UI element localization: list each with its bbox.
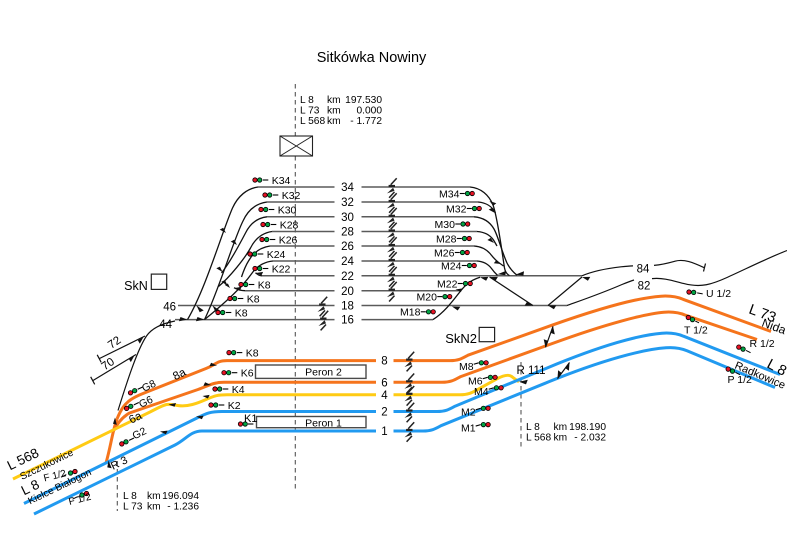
svg-text:L 8: L 8 <box>19 477 42 498</box>
svg-text:F 1/2: F 1/2 <box>43 468 68 484</box>
svg-text:K4: K4 <box>232 384 245 396</box>
svg-text:8a: 8a <box>171 366 188 383</box>
svg-text:R 111: R 111 <box>517 365 546 377</box>
svg-text:M6: M6 <box>468 375 483 387</box>
svg-text:km: km <box>147 501 161 512</box>
svg-text:K2: K2 <box>228 400 241 412</box>
svg-text:M34: M34 <box>439 188 460 200</box>
svg-text:82: 82 <box>638 281 651 293</box>
svg-text:km: km <box>327 105 341 116</box>
svg-text:M2: M2 <box>461 406 476 418</box>
svg-text:24: 24 <box>341 256 354 268</box>
svg-text:L 8: L 8 <box>526 422 540 433</box>
svg-text:2: 2 <box>381 407 387 419</box>
svg-text:SkN: SkN <box>124 279 148 293</box>
svg-text:M30: M30 <box>435 219 456 231</box>
svg-text:197.530: 197.530 <box>345 95 382 106</box>
svg-text:K8: K8 <box>235 307 248 319</box>
svg-text:4: 4 <box>381 390 388 402</box>
svg-text:K34: K34 <box>272 175 291 187</box>
svg-text:28: 28 <box>341 227 354 239</box>
svg-text:K28: K28 <box>280 219 299 231</box>
svg-text:M20: M20 <box>417 291 438 303</box>
svg-text:L 568: L 568 <box>526 432 551 443</box>
svg-text:K24: K24 <box>267 249 286 261</box>
svg-text:- 1.772: - 1.772 <box>350 116 382 127</box>
svg-text:46: 46 <box>163 301 176 313</box>
svg-text:km: km <box>554 432 568 443</box>
svg-text:km: km <box>554 422 568 433</box>
svg-text:M32: M32 <box>446 203 467 215</box>
svg-text:0.000: 0.000 <box>357 105 383 116</box>
svg-text:20: 20 <box>341 286 354 298</box>
svg-text:6a: 6a <box>127 410 144 427</box>
svg-text:22: 22 <box>341 271 354 283</box>
svg-text:K8: K8 <box>258 279 271 291</box>
svg-text:K22: K22 <box>272 263 291 275</box>
svg-text:M1: M1 <box>461 423 476 435</box>
svg-text:P 1/2: P 1/2 <box>728 374 752 386</box>
svg-text:G2: G2 <box>131 425 149 442</box>
svg-text:M22: M22 <box>437 278 458 290</box>
svg-text:- 1.236: - 1.236 <box>167 501 199 512</box>
svg-text:Peron 1: Peron 1 <box>305 417 342 429</box>
svg-text:L 73: L 73 <box>300 105 320 116</box>
svg-text:K30: K30 <box>278 204 297 216</box>
svg-text:30: 30 <box>341 212 354 224</box>
svg-text:K8: K8 <box>247 293 260 305</box>
svg-text:M28: M28 <box>436 233 457 245</box>
svg-text:34: 34 <box>341 182 354 194</box>
svg-text:Sitkówka Nowiny: Sitkówka Nowiny <box>317 50 427 66</box>
svg-text:32: 32 <box>341 197 354 209</box>
svg-text:G8: G8 <box>140 378 158 395</box>
svg-text:M18: M18 <box>400 307 421 319</box>
svg-text:L 8: L 8 <box>123 491 137 502</box>
svg-text:26: 26 <box>341 241 354 253</box>
svg-text:- 2.032: - 2.032 <box>574 432 606 443</box>
svg-text:SkN2: SkN2 <box>445 331 477 346</box>
svg-text:K6: K6 <box>241 368 254 380</box>
svg-text:L 8: L 8 <box>300 95 314 106</box>
svg-text:K1: K1 <box>244 413 257 425</box>
svg-text:U 1/2: U 1/2 <box>706 288 731 300</box>
svg-text:M8: M8 <box>459 361 474 373</box>
svg-text:8: 8 <box>381 356 387 368</box>
svg-text:T 1/2: T 1/2 <box>684 325 708 337</box>
svg-text:1: 1 <box>381 426 387 438</box>
svg-text:km: km <box>327 95 341 106</box>
svg-text:18: 18 <box>341 301 354 313</box>
svg-text:K8: K8 <box>246 347 259 359</box>
svg-text:K26: K26 <box>279 234 298 246</box>
svg-text:km: km <box>147 491 161 502</box>
svg-text:km: km <box>327 116 341 127</box>
svg-text:F 1/2: F 1/2 <box>68 492 93 508</box>
svg-text:44: 44 <box>159 319 172 331</box>
svg-text:198.190: 198.190 <box>569 422 606 433</box>
svg-text:L 73: L 73 <box>123 501 143 512</box>
svg-text:M24: M24 <box>441 260 462 272</box>
svg-text:G6: G6 <box>137 394 155 411</box>
svg-text:K32: K32 <box>282 190 301 202</box>
svg-text:M26: M26 <box>434 247 455 259</box>
svg-text:16: 16 <box>341 315 354 327</box>
svg-text:L 568: L 568 <box>300 116 325 127</box>
svg-text:196.094: 196.094 <box>162 491 199 502</box>
svg-text:6: 6 <box>381 377 387 389</box>
svg-text:Peron 2: Peron 2 <box>305 367 342 379</box>
svg-text:84: 84 <box>637 264 650 276</box>
svg-text:M4: M4 <box>474 386 489 398</box>
svg-text:R 1/2: R 1/2 <box>750 338 775 350</box>
